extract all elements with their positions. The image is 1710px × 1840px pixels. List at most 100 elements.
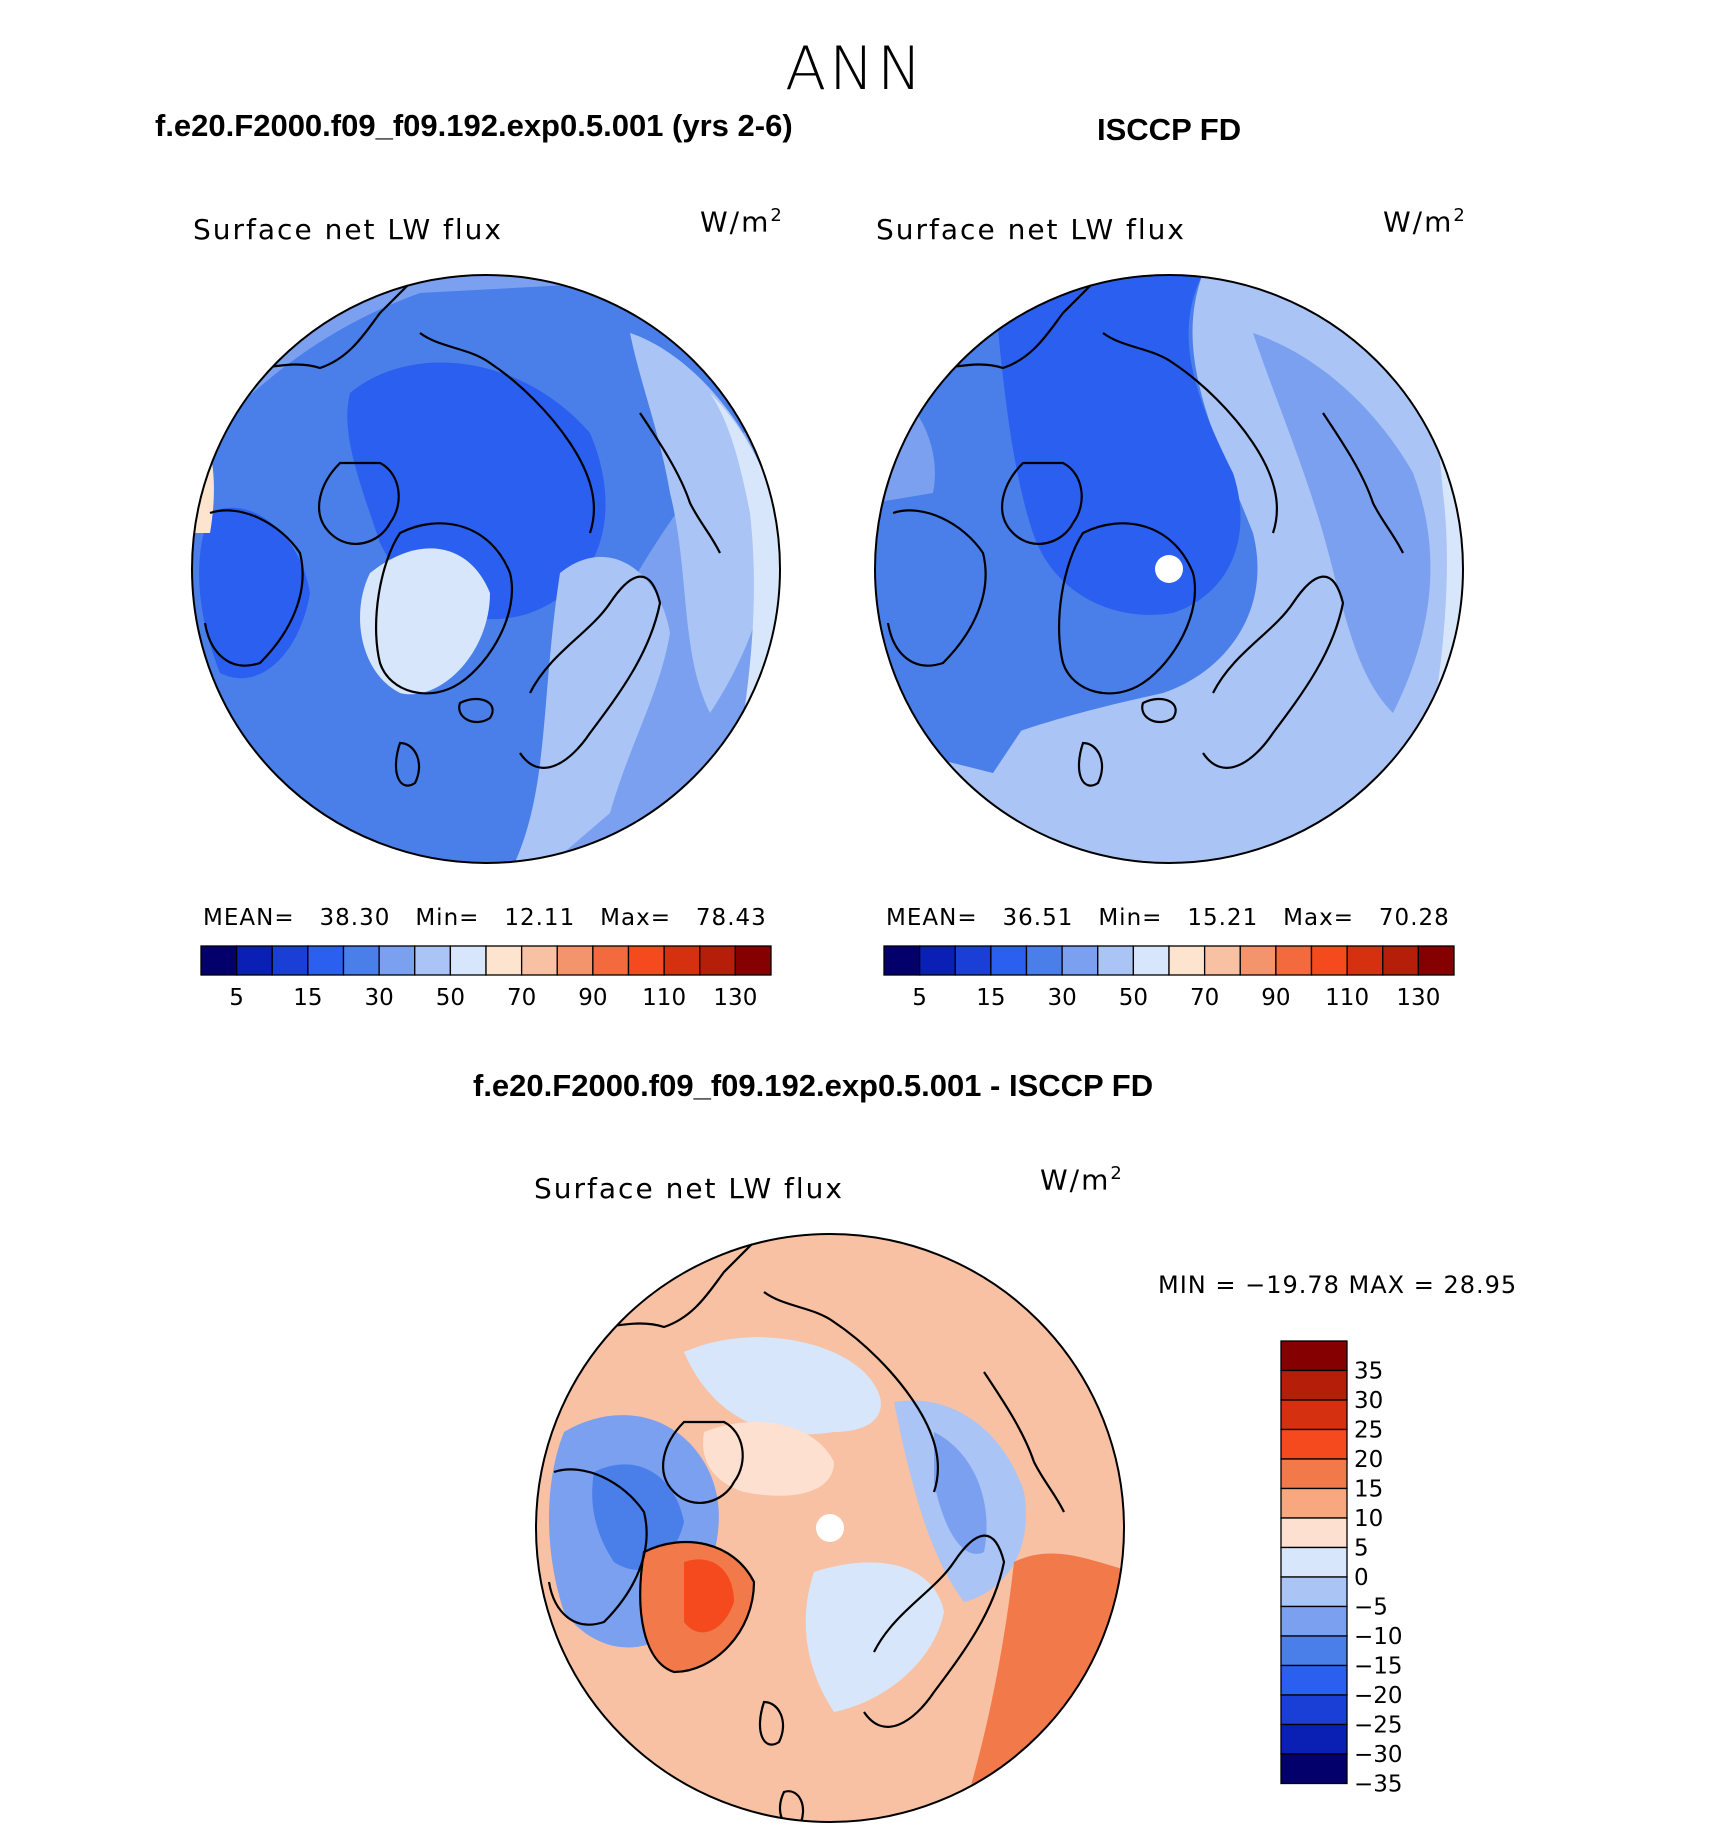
colorbar-tick-label: −25 — [1354, 1713, 1403, 1739]
colorbar-swatch — [1280, 1428, 1348, 1460]
colorbar-tick-label: 50 — [436, 985, 465, 1011]
map-2-field-warm-east — [1453, 333, 1463, 453]
diff-panel-title: f.e20.F2000.f09_f09.192.exp0.5.001 - ISC… — [473, 1068, 1154, 1103]
colorbar-1: 5 15 30 50 70 90 110 130 — [200, 945, 772, 1011]
min-label: Min= — [415, 905, 480, 931]
mean-label: MEAN= — [886, 905, 978, 931]
diff-map — [535, 1233, 1125, 1823]
colorbar-tick-label: −35 — [1354, 1772, 1403, 1798]
map-1-boundary — [191, 274, 781, 864]
colorbar-swatch — [1168, 945, 1206, 976]
colorbar-tick-label: 30 — [364, 985, 393, 1011]
colorbar-swatch — [1280, 1664, 1348, 1696]
map-1-field-greenland — [360, 548, 490, 695]
colorbar-swatch — [556, 945, 594, 976]
map-2-field-pacific — [1253, 333, 1431, 713]
colorbar-swatch — [883, 945, 921, 976]
colorbar-tick-label: 110 — [642, 985, 686, 1011]
max-value: 70.28 — [1378, 905, 1450, 931]
map-1-field-warm-east — [770, 373, 780, 473]
diff-pole-missing — [816, 1514, 844, 1542]
panel-1-stats: MEAN= 38.30 Min= 12.11 Max= 78.43 — [203, 905, 767, 931]
diff-units: W/m2 — [1040, 1163, 1124, 1197]
diff-field-neutral-atlantic — [805, 1562, 944, 1712]
colorbar-tick-label: 110 — [1325, 985, 1369, 1011]
colorbar-swatch — [1280, 1369, 1348, 1401]
panel-2-units: W/m2 — [1383, 205, 1467, 239]
colorbar-swatch — [1280, 1517, 1348, 1549]
colorbar-swatch — [1025, 945, 1063, 976]
colorbar-swatch — [1132, 945, 1170, 976]
diff-map-boundary — [535, 1233, 1125, 1823]
colorbar-swatch — [1097, 945, 1135, 976]
colorbar-tick-label: 5 — [229, 985, 244, 1011]
colorbar-swatch — [235, 945, 273, 976]
panel-2-stats: MEAN= 36.51 Min= 15.21 Max= 70.28 — [886, 905, 1450, 931]
colorbar-swatch — [520, 945, 558, 976]
colorbar-tick-label: −5 — [1354, 1595, 1388, 1621]
colorbar-swatch — [1346, 945, 1384, 976]
min-value: 12.11 — [504, 905, 576, 931]
colorbar-swatch — [734, 945, 772, 976]
panel-1-map — [191, 274, 781, 864]
colorbar-tick-label: 20 — [1354, 1447, 1383, 1473]
colorbar-tick-label: 30 — [1047, 985, 1076, 1011]
colorbar-swatch — [1239, 945, 1277, 976]
colorbar-2: 5 15 30 50 70 90 110 130 — [883, 945, 1455, 1011]
panel-1-title: f.e20.F2000.f09_f09.192.exp0.5.001 (yrs … — [155, 108, 793, 143]
colorbar-tick-label: 35 — [1354, 1359, 1383, 1385]
colorbar-tick-label: 90 — [578, 985, 607, 1011]
diff-field-neutral-north — [684, 1337, 881, 1435]
season-title: ANN — [785, 34, 925, 104]
max-label: Max= — [600, 905, 671, 931]
map-2-field-west — [875, 373, 935, 503]
colorbar-swatch — [1280, 1576, 1348, 1608]
colorbar-tick-label: 5 — [912, 985, 927, 1011]
colorbar-tick-label: −10 — [1354, 1624, 1403, 1650]
diff-field-cool-east-core — [934, 1432, 987, 1554]
colorbar-swatch — [699, 945, 737, 976]
colorbar-swatch — [200, 945, 238, 976]
colorbar-tick-label: 5 — [1354, 1536, 1369, 1562]
colorbar-swatch — [449, 945, 487, 976]
colorbar-tick-label: 15 — [293, 985, 322, 1011]
colorbar-tick-label: 15 — [1354, 1477, 1383, 1503]
colorbar-swatch — [485, 945, 523, 976]
diff-minmax: MIN = −19.78 MAX = 28.95 — [1158, 1271, 1518, 1299]
colorbar-swatch — [271, 945, 309, 976]
mean-value: 36.51 — [1002, 905, 1074, 931]
panel-1-variable: Surface net LW flux — [193, 213, 503, 246]
colorbar-swatch — [1280, 1458, 1348, 1490]
colorbar-swatch — [954, 945, 992, 976]
colorbar-swatch — [1203, 945, 1241, 976]
colorbar-swatch — [627, 945, 665, 976]
colorbar-tick-label: 90 — [1261, 985, 1290, 1011]
colorbar-swatch — [378, 945, 416, 976]
colorbar-tick-label: 10 — [1354, 1506, 1383, 1532]
colorbar-swatch — [1280, 1399, 1348, 1431]
colorbar-tick-label: −20 — [1354, 1683, 1403, 1709]
diff-field-warm-pole — [703, 1422, 834, 1496]
colorbar-swatch — [1061, 945, 1099, 976]
colorbar-swatch — [1280, 1753, 1348, 1785]
colorbar-swatch — [1382, 945, 1420, 976]
panel-2-title: ISCCP FD — [1097, 112, 1242, 147]
colorbar-swatch — [342, 945, 380, 976]
map-2-boundary — [874, 274, 1464, 864]
map-1-field-atlantic — [510, 556, 670, 863]
min-value: 15.21 — [1187, 905, 1259, 931]
colorbar-tick-label: 30 — [1354, 1388, 1383, 1414]
max-value: 78.43 — [695, 905, 767, 931]
colorbar-swatch — [414, 945, 452, 976]
colorbar-tick-label: 70 — [507, 985, 536, 1011]
colorbar-swatch — [990, 945, 1028, 976]
colorbar-swatch — [1280, 1635, 1348, 1667]
map-2-field-core — [993, 275, 1241, 615]
colorbar-tick-label: 50 — [1119, 985, 1148, 1011]
colorbar-tick-label: 0 — [1354, 1565, 1369, 1591]
min-label: Min= — [1098, 905, 1163, 931]
colorbar-swatch — [307, 945, 345, 976]
colorbar-tick-label: −30 — [1354, 1742, 1403, 1768]
colorbar-tick-label: 70 — [1190, 985, 1219, 1011]
map-2-pole-missing — [1155, 555, 1183, 583]
